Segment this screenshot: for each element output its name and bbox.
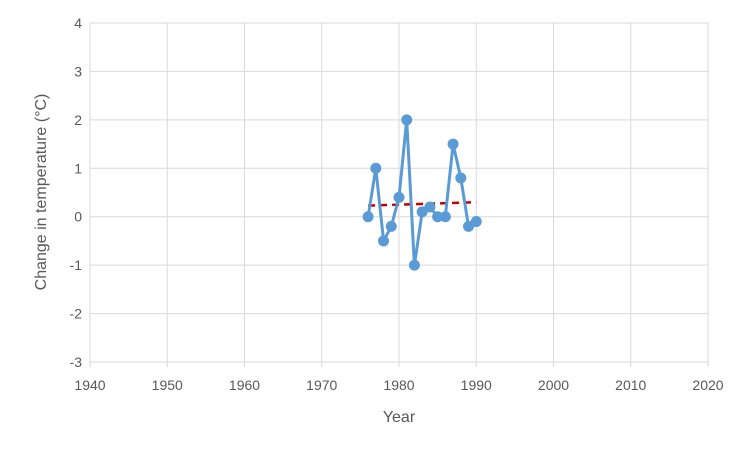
data-point xyxy=(432,211,444,223)
x-axis-title: Year xyxy=(383,409,416,426)
trendline-group xyxy=(368,200,477,207)
data-point xyxy=(439,211,451,223)
y-axis-title: Change in temperature (°C) xyxy=(33,94,50,291)
series-group xyxy=(362,114,482,271)
data-point xyxy=(447,138,459,150)
y-tick-labels: -3 -2 -1 0 1 2 3 4 xyxy=(70,15,83,370)
y-tick-label: -3 xyxy=(70,354,83,370)
y-tick-label: 4 xyxy=(74,15,82,31)
data-point xyxy=(362,211,374,223)
x-tick-label: 2010 xyxy=(615,377,646,393)
data-point xyxy=(455,172,467,184)
trendline xyxy=(368,200,477,207)
data-point xyxy=(370,162,382,174)
x-tick-label: 1990 xyxy=(461,377,492,393)
x-tick-label: 2020 xyxy=(692,377,723,393)
y-tick-label: 2 xyxy=(74,112,82,128)
data-point xyxy=(385,220,397,232)
data-point xyxy=(470,216,482,228)
x-tick-label: 1960 xyxy=(229,377,260,393)
y-tick-label: 3 xyxy=(74,63,82,79)
y-tick-label: -1 xyxy=(70,257,83,273)
x-tick-label: 2000 xyxy=(538,377,569,393)
x-tick-label: 1980 xyxy=(383,377,414,393)
data-point xyxy=(378,235,390,247)
y-tick-label: 0 xyxy=(74,209,82,225)
x-tick-label: 1940 xyxy=(74,377,105,393)
data-point xyxy=(408,259,420,271)
data-point xyxy=(424,201,436,213)
data-point xyxy=(401,114,413,126)
x-tick-labels: 1940 1950 1960 1970 1980 1990 2000 2010 2020 xyxy=(74,377,723,393)
y-tick-label: 1 xyxy=(74,160,82,176)
y-tick-label: -2 xyxy=(70,306,83,322)
data-point xyxy=(393,191,405,203)
x-tick-label: 1970 xyxy=(306,377,337,393)
x-tick-label: 1950 xyxy=(152,377,183,393)
